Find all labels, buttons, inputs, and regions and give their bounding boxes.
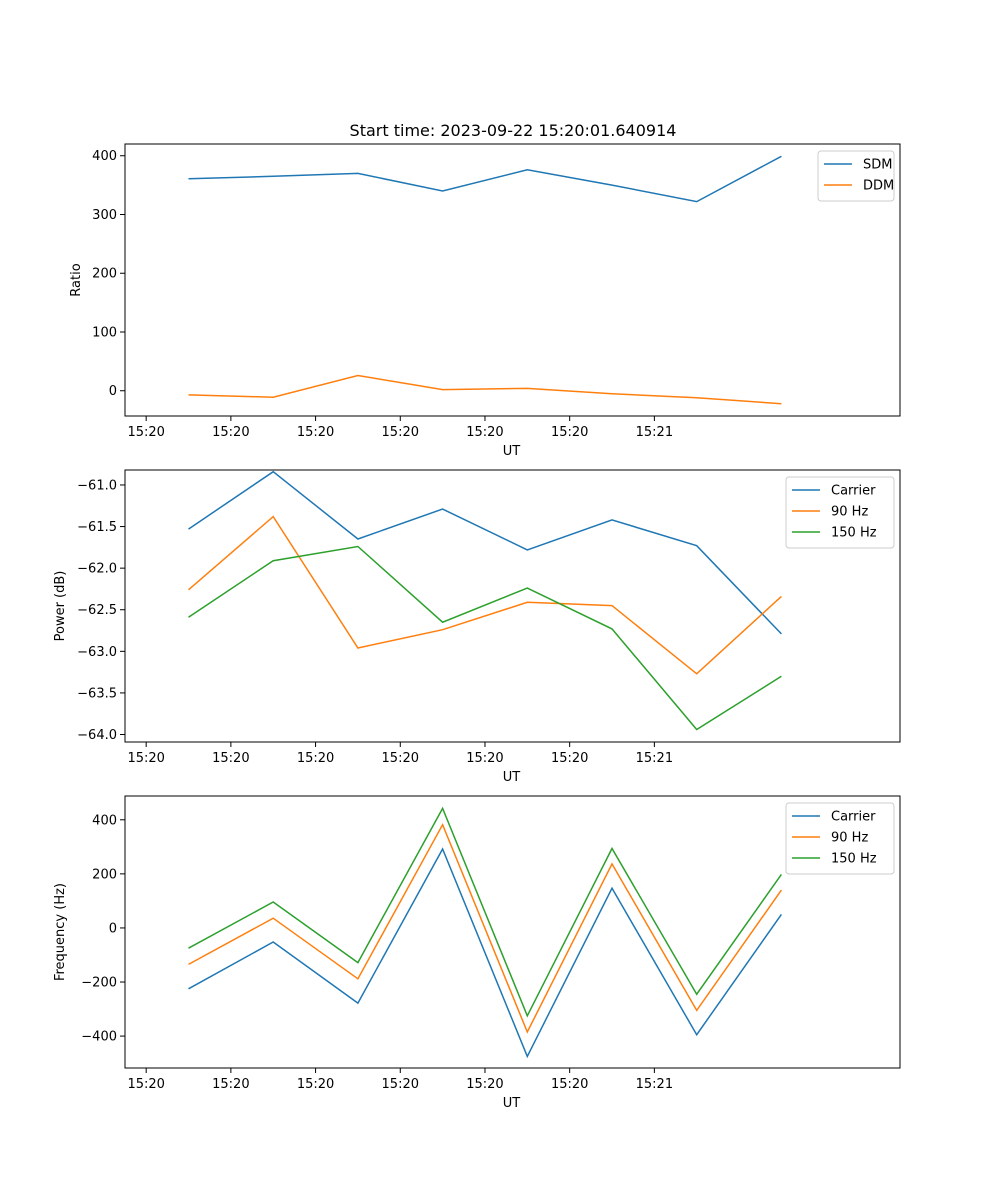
x-tick-label: 15:20 — [382, 751, 419, 766]
y-tick-label: 200 — [92, 867, 117, 882]
legend-label: Carrier — [831, 484, 876, 499]
y-axis-label: Ratio — [69, 263, 84, 296]
x-tick-label: 15:20 — [127, 1077, 164, 1092]
x-tick-label: 15:20 — [382, 1077, 419, 1092]
y-tick-label: −400 — [81, 1030, 117, 1045]
y-tick-label: −64.0 — [77, 728, 117, 743]
y-tick-label: −62.0 — [77, 562, 117, 577]
figure-title: Start time: 2023-09-22 15:20:01.640914 — [350, 121, 677, 140]
axes-frame — [124, 795, 901, 1069]
series-line-sdm — [188, 155, 782, 203]
legend: Carrier 90 Hz 150 Hz — [785, 802, 895, 875]
x-tick-label: 15:20 — [466, 1077, 503, 1092]
axes-frame — [124, 469, 901, 743]
y-tick-label: 100 — [92, 325, 117, 340]
y-tick-label: 400 — [92, 813, 117, 828]
y-tick-label: −62.5 — [77, 603, 117, 618]
x-tick-label: 15:21 — [636, 751, 673, 766]
legend-label: 150 Hz — [831, 852, 877, 867]
y-tick-label: 0 — [109, 384, 117, 399]
x-tick-label: 15:21 — [636, 425, 673, 440]
x-tick-label: 15:20 — [382, 425, 419, 440]
x-axis-label: UT — [503, 770, 521, 785]
y-tick-label: 300 — [92, 208, 117, 223]
y-tick-label: 400 — [92, 149, 117, 164]
y-tick-label: −63.0 — [77, 645, 117, 660]
y-tick-label: −61.0 — [77, 478, 117, 493]
x-tick-label: 15:20 — [551, 751, 588, 766]
panel-2: 15:20 15:20 15:20 15:20 15:20 15:20 15:21 −61.0… — [53, 469, 901, 785]
series-line-150-hz — [188, 806, 783, 1018]
x-tick-label: 15:21 — [636, 1077, 673, 1092]
x-tick-label: 15:20 — [466, 751, 503, 766]
legend-label: 90 Hz — [831, 505, 868, 520]
series-line-150-hz — [188, 545, 782, 731]
x-tick-label: 15:20 — [297, 1077, 334, 1092]
x-tick-label: 15:20 — [297, 425, 334, 440]
x-tick-label: 15:20 — [297, 751, 334, 766]
x-tick-label: 15:20 — [212, 1077, 249, 1092]
y-tick-label: 200 — [92, 267, 117, 282]
legend-box — [785, 802, 895, 875]
y-tick-label: 0 — [109, 921, 117, 936]
panel-1: 15:20 15:20 15:20 15:20 15:20 15:20 15:21 0 100 2… — [69, 143, 901, 459]
x-tick-label: 15:20 — [551, 1077, 588, 1092]
y-tick-label: −63.5 — [77, 686, 117, 701]
x-axis-label: UT — [503, 1096, 521, 1111]
x-axis-label: UT — [503, 444, 521, 459]
x-tick-label: 15:20 — [551, 425, 588, 440]
y-axis-label: Power (dB) — [53, 571, 68, 642]
x-tick-label: 15:20 — [212, 751, 249, 766]
legend: SDM DDM — [817, 150, 895, 202]
axes-frame — [124, 143, 901, 417]
legend-label: 90 Hz — [831, 831, 868, 846]
series-line-90-hz — [188, 515, 782, 675]
legend: Carrier 90 Hz 150 Hz — [785, 476, 895, 549]
legend-label: DDM — [863, 179, 894, 194]
x-tick-label: 15:20 — [466, 425, 503, 440]
x-tick-label: 15:20 — [127, 751, 164, 766]
x-tick-label: 15:20 — [212, 425, 249, 440]
legend-label: Carrier — [831, 810, 876, 825]
legend-label: 150 Hz — [831, 526, 877, 541]
legend-box — [785, 476, 895, 549]
legend-label: SDM — [863, 158, 892, 173]
y-axis-label: Frequency (Hz) — [53, 883, 68, 981]
panels: 15:20 15:20 15:20 15:20 15:20 15:20 15:21 0 100 2… — [53, 143, 901, 1111]
panel-3: 15:20 15:20 15:20 15:20 15:20 15:20 15:21 −400 −… — [53, 795, 901, 1111]
y-tick-label: −61.5 — [77, 520, 117, 535]
series-line-ddm — [188, 374, 782, 405]
series-line-carrier — [188, 470, 782, 635]
series-line-carrier — [188, 847, 783, 1059]
x-tick-label: 15:20 — [127, 425, 164, 440]
series-line-90-hz — [188, 822, 783, 1034]
y-tick-label: −200 — [81, 976, 117, 991]
